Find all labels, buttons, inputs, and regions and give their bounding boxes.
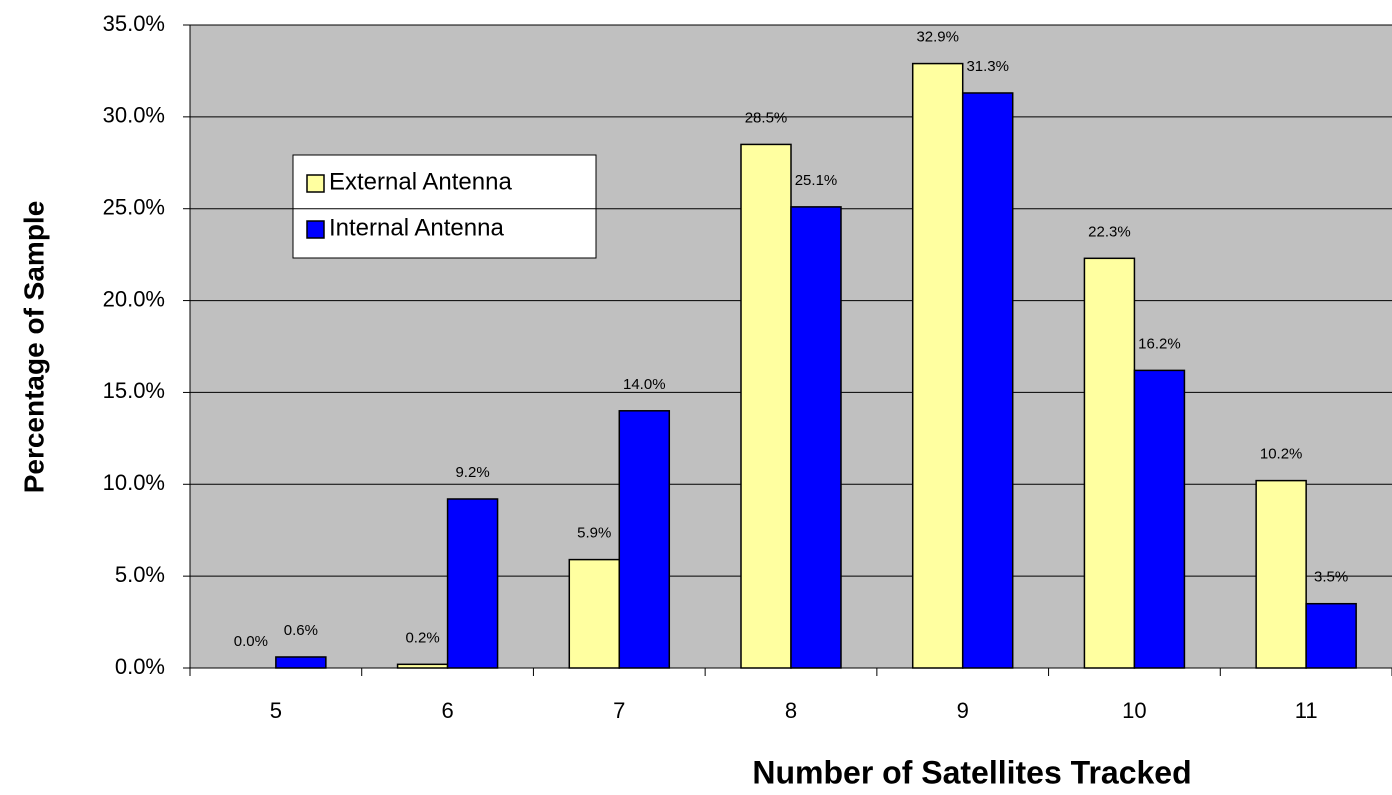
x-tick-label: 9 bbox=[957, 698, 969, 723]
value-label: 25.1% bbox=[795, 172, 838, 189]
value-label: 9.2% bbox=[455, 464, 489, 481]
value-label: 0.6% bbox=[284, 622, 318, 639]
y-axis-title: Percentage of Sample bbox=[18, 201, 49, 494]
value-label: 14.0% bbox=[623, 376, 666, 393]
bar bbox=[1133, 369, 1186, 669]
bar bbox=[740, 143, 792, 669]
bar bbox=[568, 558, 621, 669]
x-tick-label: 8 bbox=[785, 698, 797, 723]
bar bbox=[1083, 257, 1136, 669]
y-tick-label: 20.0% bbox=[103, 286, 165, 311]
value-label: 0.2% bbox=[405, 629, 439, 646]
legend bbox=[292, 154, 597, 259]
bar bbox=[1305, 602, 1357, 669]
x-tick-label: 10 bbox=[1122, 698, 1146, 723]
bar bbox=[790, 206, 842, 669]
y-tick-label: 0.0% bbox=[115, 654, 165, 679]
value-label: 5.9% bbox=[577, 525, 611, 542]
y-tick-label: 35.0% bbox=[103, 11, 165, 36]
x-axis-title: Number of Satellites Tracked bbox=[752, 754, 1191, 790]
x-tick-label: 6 bbox=[441, 698, 453, 723]
bar bbox=[275, 656, 327, 669]
y-tick-label: 25.0% bbox=[103, 195, 165, 220]
value-label: 10.2% bbox=[1260, 446, 1303, 463]
value-label: 28.5% bbox=[745, 109, 788, 126]
bar bbox=[446, 498, 499, 669]
bar bbox=[1255, 479, 1307, 669]
y-tick-label: 10.0% bbox=[103, 470, 165, 495]
bar bbox=[618, 410, 671, 669]
value-label: 0.0% bbox=[234, 633, 268, 650]
bar bbox=[396, 663, 449, 669]
bar bbox=[911, 62, 964, 669]
value-label: 16.2% bbox=[1138, 335, 1181, 352]
value-label: 22.3% bbox=[1088, 223, 1131, 240]
y-tick-label: 15.0% bbox=[103, 378, 165, 403]
x-tick-label: 11 bbox=[1295, 698, 1318, 723]
x-tick-label: 5 bbox=[270, 698, 282, 723]
y-tick-label: 5.0% bbox=[115, 562, 165, 587]
value-label: 31.3% bbox=[966, 58, 1009, 75]
value-label: 32.9% bbox=[916, 29, 959, 46]
x-tick-label: 7 bbox=[613, 698, 625, 723]
legend-swatch bbox=[306, 220, 325, 239]
bar bbox=[961, 92, 1014, 669]
y-tick-label: 30.0% bbox=[103, 103, 165, 128]
legend-label: Internal Antenna bbox=[329, 214, 504, 241]
legend-label: External Antenna bbox=[329, 168, 512, 195]
value-label: 3.5% bbox=[1314, 569, 1348, 586]
legend-swatch bbox=[306, 174, 325, 193]
